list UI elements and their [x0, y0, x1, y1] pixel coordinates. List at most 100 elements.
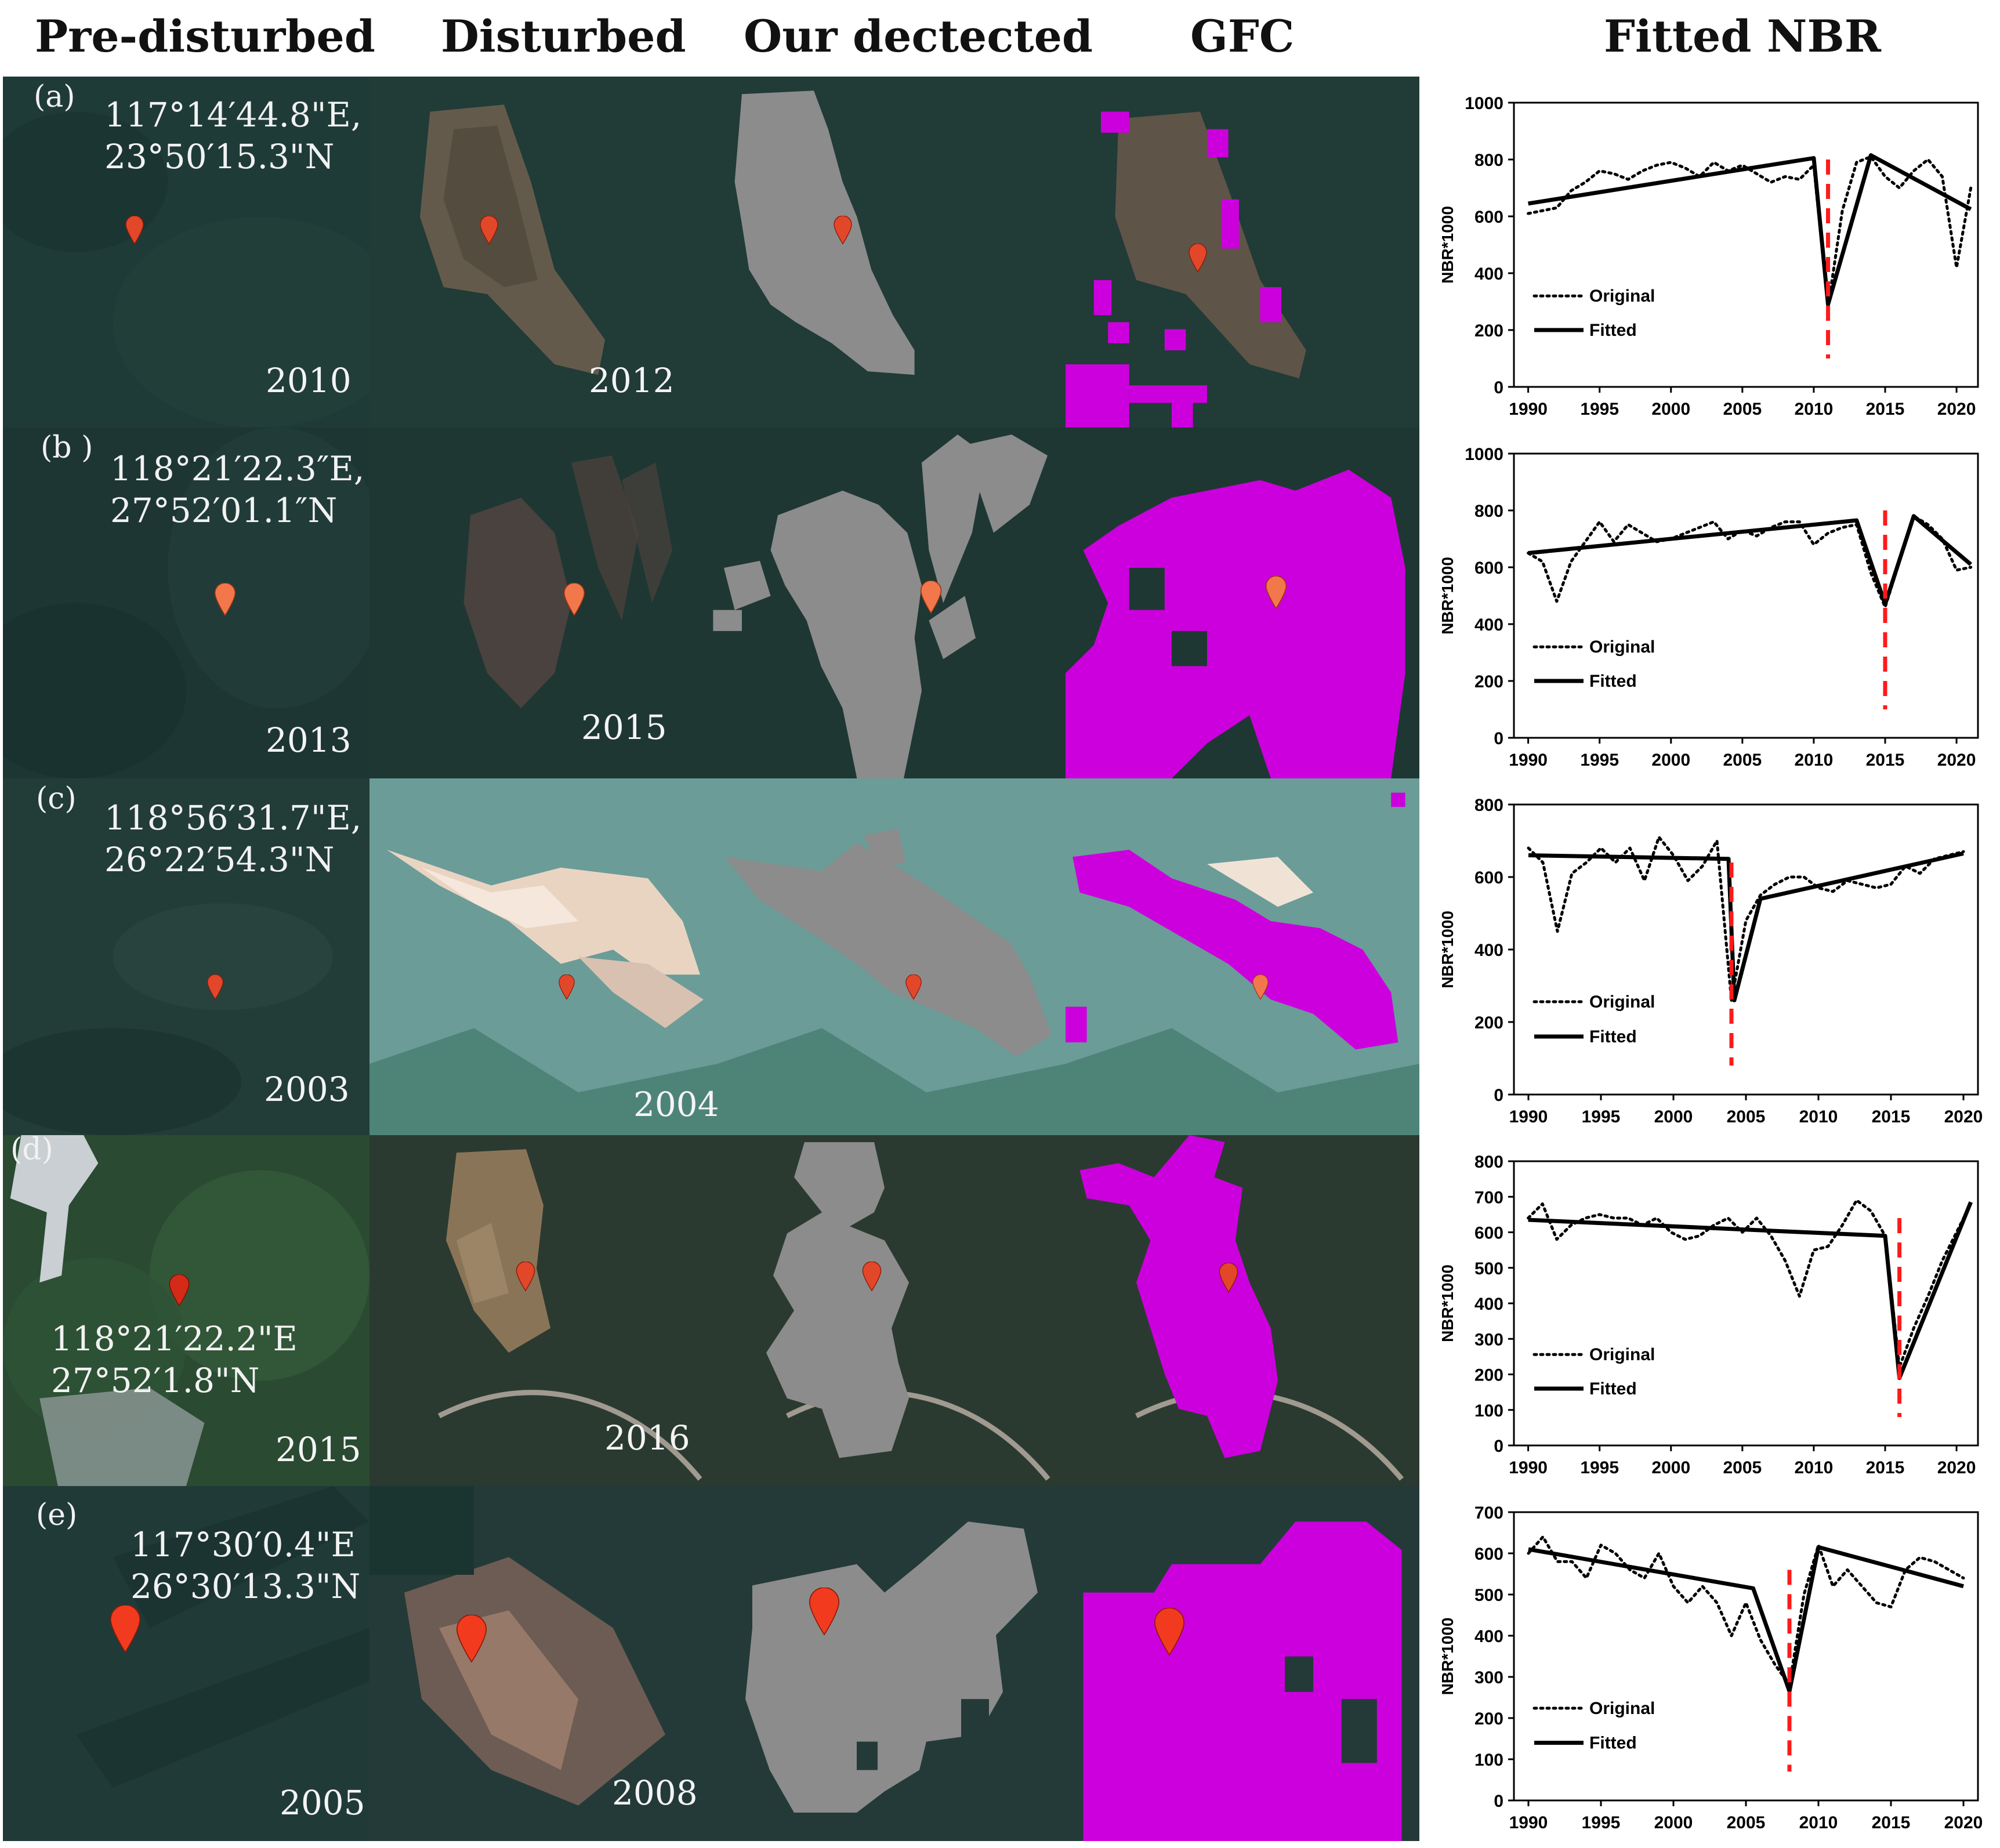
fitted-series-line [1528, 153, 1972, 307]
y-tick-label: 0 [1494, 729, 1503, 748]
y-tick-label: 200 [1474, 321, 1503, 340]
coordinate-longitude: 117°14′44.8"E, [104, 95, 362, 135]
x-tick-label: 2020 [1937, 1458, 1976, 1477]
y-tick-label: 100 [1474, 1401, 1503, 1421]
fitted-series-line [1528, 1545, 1964, 1694]
x-tick-label: 2020 [1937, 400, 1976, 419]
row-label-a: (a) [34, 79, 75, 114]
disturbed-year: 2004 [633, 1085, 719, 1124]
nbr-chart-b: 0 200 400 600 800 1000 1990 1995 2000 2005 2010 201… [1427, 427, 1995, 778]
legend-original-label: Original [1589, 1345, 1655, 1364]
pre-disturbed-image [3, 778, 369, 1135]
plot-frame [1513, 452, 1979, 739]
location-marker-icon [206, 974, 224, 1000]
location-marker-icon [1153, 1607, 1186, 1657]
y-tick-label: 800 [1474, 796, 1503, 815]
pre-disturbed-year: 2015 [276, 1430, 361, 1469]
x-tick-label: 2010 [1795, 1458, 1834, 1477]
gfc-image [1066, 1135, 1419, 1486]
row-c: (c) 118°56′31.7"E, 26°22′54.3"N 2003 200… [0, 778, 2000, 1135]
original-series-line [1527, 835, 1965, 1002]
x-tick-label: 2010 [1799, 1107, 1838, 1126]
pre-disturbed-image [3, 77, 369, 427]
x-tick-label: 2020 [1944, 1813, 1983, 1832]
coordinate-longitude: 117°30′0.4"E [131, 1525, 356, 1564]
row-e: (e) 117°30′0.4"E 26°30′13.3"N 2005 2008 [0, 1486, 2000, 1841]
our-detected-image [706, 427, 1066, 778]
x-tick-label: 2000 [1651, 1458, 1690, 1477]
x-tick-label: 2005 [1727, 1813, 1766, 1832]
chart-svg: 0 200 400 600 800 1000 1990 1995 2000 2005 2010 201… [1439, 94, 1979, 419]
y-tick-label: 400 [1474, 264, 1503, 284]
nbr-chart-c: 0 200 400 600 800 1990 1995 2000 2005 2010 2015 202… [1427, 778, 1995, 1135]
fitted-series-line [1528, 851, 1964, 1002]
pre-disturbed-year: 2010 [266, 361, 352, 400]
y-tick-label: 300 [1474, 1330, 1503, 1349]
legend-original-label: Original [1589, 637, 1655, 657]
y-tick-label: 1000 [1465, 94, 1503, 113]
row-label-e: (e) [36, 1498, 78, 1532]
pre-disturbed-year: 2005 [280, 1783, 365, 1822]
y-tick-label: 400 [1474, 1295, 1503, 1314]
original-series-line [1527, 1535, 1965, 1687]
location-marker-icon [1265, 575, 1288, 610]
gfc-image [1066, 1486, 1419, 1841]
location-marker-icon [168, 1274, 190, 1307]
nbr-chart-d: 0 100 200 300 400 500 600 700 800 1990 1995 2000 200… [1427, 1135, 1995, 1486]
disturbed-year: 2008 [612, 1773, 698, 1813]
pre-disturbed-year: 2003 [264, 1070, 350, 1109]
y-axis-label: NBR*1000 [1439, 1618, 1456, 1695]
our-detected-image [718, 1486, 1066, 1841]
our-detected-image [718, 778, 1066, 1135]
y-tick-label: 500 [1474, 1586, 1503, 1605]
original-series-line [1527, 1198, 1973, 1369]
x-tick-label: 2000 [1654, 1107, 1693, 1126]
location-marker-icon [861, 1261, 882, 1292]
legend-fitted-label: Fitted [1589, 1734, 1637, 1753]
y-tick-label: 400 [1474, 941, 1503, 960]
header-gfc: GFC [1190, 10, 1295, 62]
y-tick-label: 800 [1474, 502, 1503, 521]
y-tick-label: 0 [1494, 1086, 1503, 1105]
row-label-c: (c) [36, 781, 77, 816]
original-series-line [1527, 155, 1973, 309]
location-marker-icon [479, 215, 499, 245]
x-tick-label: 2000 [1651, 400, 1690, 419]
x-tick-label: 1995 [1580, 751, 1619, 770]
x-tick-label: 2005 [1727, 1107, 1766, 1126]
x-tick-label: 2015 [1866, 400, 1905, 419]
nbr-chart-a: 0 200 400 600 800 1000 1990 1995 2000 2005 2010 201… [1427, 77, 1995, 427]
y-tick-label: 0 [1494, 378, 1503, 397]
y-tick-label: 100 [1474, 1751, 1503, 1770]
y-tick-label: 400 [1474, 1627, 1503, 1646]
x-tick-label: 2005 [1723, 400, 1762, 419]
y-tick-label: 300 [1474, 1668, 1503, 1687]
x-tick-label: 2020 [1944, 1107, 1983, 1126]
plot-frame [1513, 1160, 1979, 1447]
location-marker-icon [125, 215, 144, 245]
x-tick-label: 2015 [1872, 1107, 1911, 1126]
x-tick-label: 2005 [1723, 1458, 1762, 1477]
x-tick-label: 1995 [1580, 400, 1619, 419]
x-tick-label: 1995 [1580, 1458, 1619, 1477]
x-tick-label: 1995 [1582, 1813, 1621, 1832]
pre-disturbed-image [3, 427, 369, 778]
disturbed-image [369, 778, 718, 1135]
x-tick-label: 2010 [1795, 751, 1834, 770]
location-marker-icon [1252, 974, 1269, 1000]
x-tick-label: 2010 [1795, 400, 1834, 419]
location-marker-icon [515, 1261, 536, 1292]
legend-fitted-label: Fitted [1589, 1379, 1637, 1398]
pre-disturbed-image [3, 1486, 369, 1841]
y-tick-label: 600 [1474, 208, 1503, 227]
y-tick-label: 0 [1494, 1792, 1503, 1811]
gfc-image [1066, 77, 1419, 427]
y-tick-label: 700 [1474, 1188, 1503, 1207]
legend-fitted-label: Fitted [1589, 321, 1637, 340]
location-marker-icon [919, 580, 943, 614]
y-axis-label: NBR*1000 [1439, 911, 1456, 988]
y-tick-label: 600 [1474, 1545, 1503, 1564]
coordinate-latitude: 23°50′15.3"N [104, 137, 335, 176]
header-our-detected: Our dectected [744, 10, 1093, 62]
our-detected-image [718, 1135, 1066, 1486]
